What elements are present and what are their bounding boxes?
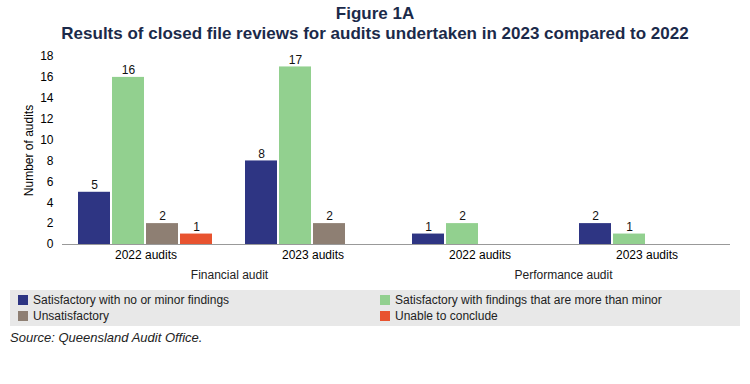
svg-text:Number of audits: Number of audits <box>22 105 36 196</box>
svg-text:17: 17 <box>289 53 303 67</box>
svg-text:2023 audits: 2023 audits <box>616 248 678 262</box>
svg-text:2: 2 <box>159 209 166 223</box>
svg-text:2023 audits: 2023 audits <box>282 248 344 262</box>
html-text:Unable to conclude: Unable to conclude <box>395 309 498 323</box>
svg-text:2022 audits: 2022 audits <box>449 248 511 262</box>
svg-text:16: 16 <box>40 70 54 84</box>
svg-text:0: 0 <box>47 237 54 251</box>
html-text:Source: Queensland Audit Offic: Source: Queensland Audit Office. <box>10 330 203 345</box>
svg-text:2: 2 <box>326 209 333 223</box>
html-text:Results of closed file reviews: Results of closed file reviews for audit… <box>61 24 689 43</box>
svg-text:8: 8 <box>47 154 54 168</box>
svg-text:Performance audit: Performance audit <box>514 268 613 282</box>
svg-text:8: 8 <box>258 147 265 161</box>
svg-text:12: 12 <box>40 112 54 126</box>
svg-text:1: 1 <box>193 220 200 234</box>
svg-text:Financial audit: Financial audit <box>191 268 269 282</box>
html-text:Unsatisfactory: Unsatisfactory <box>33 309 109 323</box>
svg-text:2: 2 <box>47 216 54 230</box>
html-text:Figure 1A: Figure 1A <box>335 4 415 23</box>
html-text:Satisfactory with findings tha: Satisfactory with findings that are more… <box>395 293 662 307</box>
svg-text:10: 10 <box>40 133 54 147</box>
svg-text:2022 audits: 2022 audits <box>115 248 177 262</box>
svg-text:6: 6 <box>47 175 54 189</box>
svg-text:14: 14 <box>40 91 54 105</box>
svg-text:5: 5 <box>91 178 98 192</box>
svg-text:1: 1 <box>626 220 633 234</box>
svg-text:16: 16 <box>122 63 136 77</box>
svg-text:18: 18 <box>40 49 54 63</box>
svg-text:2: 2 <box>459 209 466 223</box>
svg-text:4: 4 <box>47 196 54 210</box>
svg-text:1: 1 <box>425 220 432 234</box>
html-text:Satisfactory with no or minor: Satisfactory with no or minor findings <box>33 293 230 307</box>
svg-text:2: 2 <box>592 209 599 223</box>
